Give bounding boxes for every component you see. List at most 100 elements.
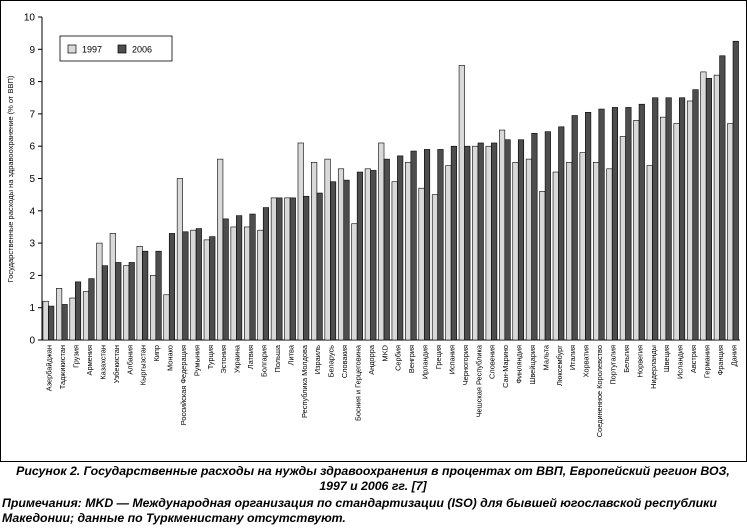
bar-1997 <box>324 158 331 341</box>
bar-1997 <box>391 181 398 341</box>
bar-2006 <box>450 145 457 341</box>
x-tick-label: Эстония <box>219 345 228 374</box>
x-tick-label: Венгрия <box>407 345 416 373</box>
x-tick-label: Российская Федерация <box>179 345 188 425</box>
bar-2006 <box>74 281 82 341</box>
bar-2006 <box>249 213 256 341</box>
x-tick-label: Латвия <box>246 345 255 369</box>
x-tick-label: Польша <box>273 344 282 372</box>
bar-1997 <box>727 123 734 341</box>
bar-2006 <box>638 103 645 341</box>
bar-1997 <box>203 239 210 341</box>
x-tick-label: Дания <box>729 345 738 366</box>
bar-1997 <box>378 142 385 341</box>
x-tick-label: Румыния <box>192 345 201 376</box>
bar-2006 <box>652 97 659 341</box>
x-tick-label: Ирландия <box>421 345 430 379</box>
x-tick-label: Швейцария <box>528 345 537 384</box>
x-tick-label: Греция <box>434 345 443 369</box>
bar-2006 <box>437 149 444 341</box>
bar-1997 <box>123 265 130 341</box>
legend: 1997 2006 <box>59 35 173 62</box>
bar-2006 <box>585 111 592 341</box>
bar-1997 <box>539 191 546 341</box>
bar-2006 <box>262 207 270 341</box>
bar-2006 <box>209 236 216 341</box>
x-tick-label: Беларусь <box>327 345 336 377</box>
bar-2006 <box>571 115 578 341</box>
legend-swatch-1997 <box>67 44 77 54</box>
bar-1997 <box>163 294 170 341</box>
bar-1997 <box>257 229 264 341</box>
bar-2006 <box>410 150 417 341</box>
bar-2006 <box>719 55 726 341</box>
bar-2006 <box>356 171 363 341</box>
x-tick-label: Австрия <box>689 345 698 373</box>
bar-1997 <box>485 145 492 341</box>
x-tick-label: Словакия <box>340 345 349 378</box>
bar-2006 <box>155 250 162 341</box>
bar-2006 <box>316 192 323 341</box>
legend-swatch-2006 <box>117 44 127 54</box>
x-tick-label: Монако <box>166 345 175 371</box>
bar-2006 <box>128 262 135 341</box>
x-tick-label: Сербия <box>394 345 403 371</box>
bar-1997 <box>431 194 439 341</box>
bar-2006 <box>598 108 605 341</box>
bar-1997 <box>458 65 465 341</box>
bar-1997 <box>230 226 237 341</box>
x-tick-label: Финляндия <box>515 345 524 384</box>
bar-1997 <box>713 74 720 341</box>
x-tick-label: Нидерланды <box>649 345 658 389</box>
x-tick-label: Израиль <box>313 345 322 374</box>
y-tick-label: 4 <box>29 206 35 217</box>
x-tick-label: Исландия <box>676 345 685 379</box>
bar-2006 <box>115 262 122 341</box>
y-tick-label: 8 <box>29 77 35 88</box>
bar-2006 <box>732 40 739 341</box>
bar-1997 <box>270 197 277 341</box>
bar-2006 <box>504 139 511 341</box>
x-tick-label: Босния и Герцеговина <box>353 344 362 421</box>
y-tick-label: 2 <box>29 271 35 282</box>
x-tick-label: Франция <box>716 345 725 375</box>
y-tick-label: 0 <box>29 336 35 347</box>
x-tick-label: Португалия <box>608 345 617 385</box>
x-tick-label: Грузия <box>72 345 81 368</box>
x-tick-label: Литва <box>286 344 295 365</box>
x-tick-label: Азербайджан <box>45 345 54 391</box>
x-tick-label: Узбекистан <box>112 345 121 383</box>
bar-1997 <box>42 300 49 341</box>
bar-1997 <box>150 275 157 341</box>
bar-1997 <box>96 242 103 341</box>
bar-1997 <box>606 168 613 341</box>
bar-2006 <box>182 231 189 341</box>
x-tick-label: Армения <box>85 345 94 375</box>
bar-1997 <box>686 100 694 341</box>
x-tick-label: Норвегия <box>635 345 644 377</box>
bar-1997 <box>243 226 251 341</box>
bar-1997 <box>405 162 412 341</box>
bar-1997 <box>337 168 345 341</box>
x-tick-label: Кипр <box>152 345 161 362</box>
x-tick-label: Мальта <box>541 344 550 370</box>
x-axis: Азербайджан Таджикистан Грузия Армения Казах… <box>45 344 739 437</box>
bar-2006 <box>289 197 296 341</box>
bar-2006 <box>423 149 431 341</box>
bar-2006 <box>101 265 108 341</box>
bar-2006 <box>544 131 551 341</box>
x-tick-label: MKD <box>380 345 389 361</box>
bar-1997 <box>499 129 506 341</box>
y-axis-label: Государственные расходы на здравоохранен… <box>6 75 15 282</box>
bar-2006 <box>705 78 712 341</box>
bar-1997 <box>592 162 600 341</box>
bar-2006 <box>558 126 565 341</box>
x-tick-label: Казахстан <box>98 345 107 380</box>
bar-1997 <box>579 152 586 341</box>
bar-2006 <box>517 139 525 341</box>
bar-2006 <box>692 89 699 341</box>
legend-label-2006: 2006 <box>132 45 152 55</box>
bar-2006 <box>222 218 229 341</box>
bar-1997 <box>700 71 707 341</box>
x-tick-label: Словения <box>488 345 497 379</box>
